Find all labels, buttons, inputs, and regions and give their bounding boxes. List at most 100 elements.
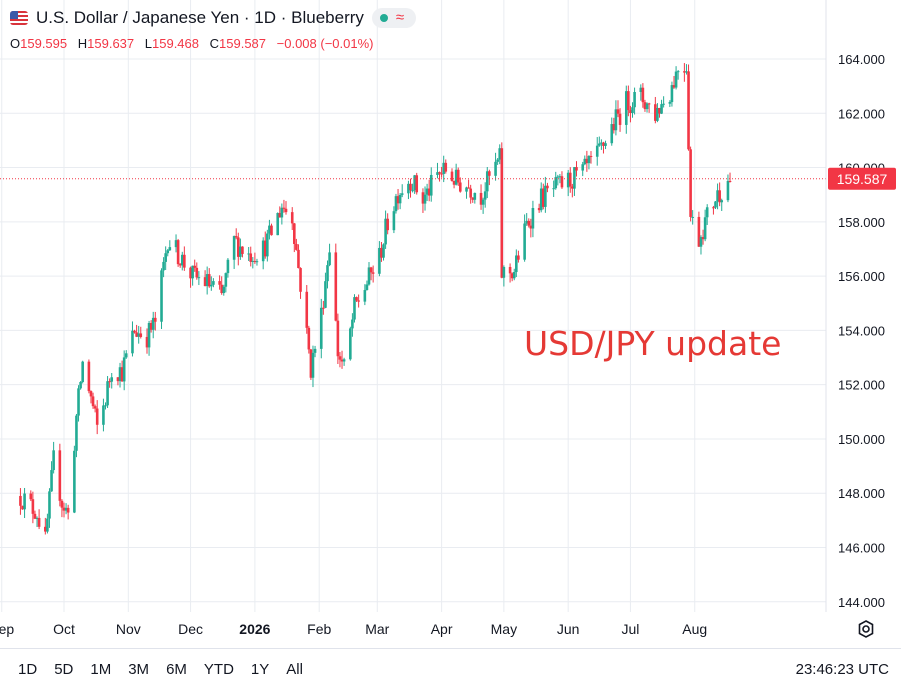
candle-body (367, 267, 371, 285)
candle-body (149, 322, 153, 330)
candle-body (440, 173, 443, 175)
candle-body (452, 180, 456, 185)
range-ytd-button[interactable]: YTD (203, 661, 234, 678)
candle-body (50, 470, 53, 492)
utc-clock[interactable]: 23:46:23 UTC (795, 661, 889, 678)
candle-body (44, 526, 47, 532)
candle-body (137, 333, 140, 337)
candle-body (319, 307, 323, 349)
candle-body (307, 327, 311, 350)
candle-body (365, 284, 369, 291)
range-3m-button[interactable]: 3M (128, 661, 150, 678)
candle-body (278, 212, 282, 218)
candle-body (232, 236, 236, 260)
candle-body (683, 71, 686, 73)
candle-body (398, 194, 402, 204)
candle-body (162, 261, 165, 271)
candle-body (95, 408, 99, 425)
candle-body (442, 162, 445, 174)
candle-body (197, 277, 201, 279)
candle-body (510, 273, 514, 279)
candle-body (589, 155, 593, 157)
candle-body (560, 176, 564, 188)
x-tick-label: Nov (116, 621, 141, 637)
candle-body (523, 223, 526, 260)
candle-body (517, 255, 520, 260)
candle-body (29, 493, 33, 500)
chart-annotation: USD/JPY update (524, 324, 781, 363)
candle-body (631, 107, 634, 113)
candle-body (670, 85, 674, 103)
candle-body (120, 367, 124, 382)
candle-body (31, 499, 35, 514)
candle-body (612, 124, 616, 131)
candle-body (515, 255, 518, 273)
candle-body (409, 183, 412, 191)
candle-body (122, 357, 126, 382)
range-1m-button[interactable]: 1M (90, 661, 112, 678)
candle-body (247, 253, 250, 255)
candle-body (102, 405, 105, 425)
candle-body (334, 252, 338, 321)
candle-body (668, 102, 672, 104)
range-6m-button[interactable]: 6M (166, 661, 187, 678)
close-value: 159.587 (219, 36, 267, 51)
candle-body (189, 267, 192, 279)
candle-body (363, 290, 367, 302)
candle-body (21, 505, 24, 510)
price-axis[interactable]: 144.000 146.000 148.000 150.000 152.000 154.0… (838, 52, 885, 610)
candle-body (629, 110, 632, 113)
candle-body (263, 240, 267, 257)
candle-body (429, 174, 433, 196)
candle-body (131, 330, 134, 354)
time-axis[interactable]: Oct Nov Dec 2026 Feb Mar Apr May Jun Jul Aug Sep (0, 621, 707, 637)
range-1d-button[interactable]: 1D (18, 661, 38, 678)
candle-body (106, 381, 109, 406)
candle-body (284, 208, 288, 213)
candle-body (598, 143, 601, 146)
candle-body (558, 176, 562, 178)
candle-body (135, 332, 138, 337)
candle-body (37, 517, 41, 527)
us-japan-flag-icon (10, 11, 28, 25)
candle-body (527, 220, 531, 226)
candle-body (255, 261, 259, 263)
gear-settings-icon[interactable] (856, 619, 876, 639)
x-tick-label: 2026 (239, 621, 270, 637)
candle-body (178, 264, 182, 266)
candle-body (583, 158, 587, 165)
range-5d-button[interactable]: 5D (54, 661, 74, 678)
candle-body (382, 244, 385, 258)
price-chart[interactable]: 144.000 146.000 148.000 150.000 152.000 154.0… (0, 0, 901, 648)
candle-body (108, 381, 111, 383)
candle-body (703, 217, 707, 240)
candle-body (336, 320, 340, 357)
candle-body (261, 240, 265, 262)
candle-body (546, 185, 549, 189)
candle-body (479, 192, 483, 205)
range-1y-button[interactable]: 1Y (250, 661, 270, 678)
candle-body (726, 180, 730, 201)
range-all-button[interactable]: All (286, 661, 303, 678)
symbol-title[interactable]: U.S. Dollar / Japanese Yen · 1D · Bluebe… (36, 8, 364, 27)
y-tick-label: 156.000 (838, 269, 885, 284)
candle-body (494, 161, 497, 176)
candle-body (539, 188, 543, 211)
candle-body (93, 406, 97, 409)
symbol-title-row[interactable]: U.S. Dollar / Japanese Yen · 1D · Bluebe… (10, 6, 416, 30)
candle-body (662, 103, 665, 105)
candle-body (295, 243, 298, 250)
candle-body (218, 281, 221, 285)
candle-body (633, 91, 636, 108)
candle-body (575, 167, 578, 171)
candle-body (571, 186, 574, 189)
candle-body (116, 377, 120, 382)
candle-body (23, 493, 26, 510)
candle-body (485, 171, 489, 192)
candle-body (311, 352, 315, 378)
candle-body (369, 267, 373, 273)
ohlc-legend: O159.595 H159.637 L159.468 C159.587 −0.0… (10, 36, 374, 51)
status-badge[interactable]: ≈ (371, 8, 416, 28)
candle-body (305, 291, 309, 328)
candle-body (444, 162, 448, 172)
